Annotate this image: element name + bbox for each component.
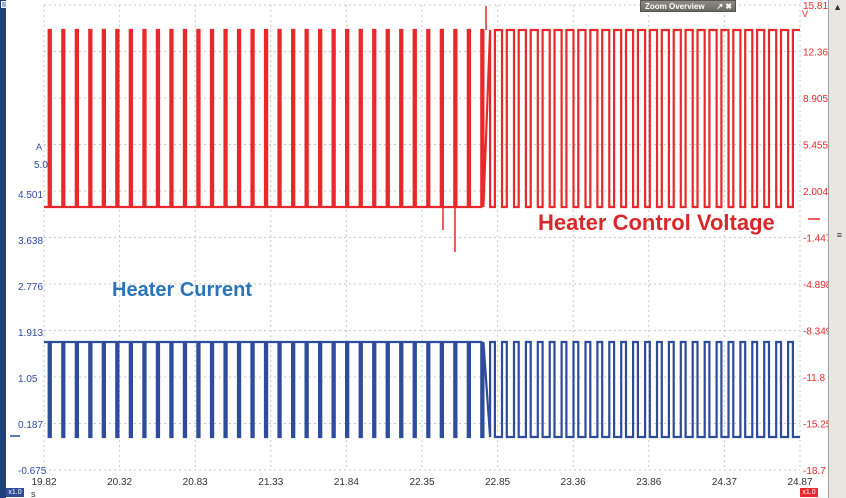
x-tick-label: 22.85 [485, 477, 510, 488]
right-tick-label: 5.455 [803, 141, 828, 152]
right-tick-label: -18.7 [803, 466, 826, 477]
right-tick-label: -8.349 [803, 327, 832, 338]
x-tick-label: 20.32 [107, 477, 132, 488]
right-tick-label: 2.004 [803, 187, 828, 198]
left-tick-label: 1.05 [18, 374, 38, 385]
series-line [44, 28, 800, 209]
x-tick-label: 21.84 [334, 477, 359, 488]
zoom-overview-panel[interactable]: Zoom Overview ↗ ✖ [640, 0, 736, 12]
left-tick-label: 3.638 [18, 236, 43, 247]
series-line [44, 340, 800, 439]
current-series-label: Heater Current [112, 279, 252, 301]
right-axis-unit: V [802, 9, 808, 19]
x-tick-labels: 19.82 20.32 20.83 21.33 21.84 22.35 22.85 23.36… [31, 477, 812, 488]
current-trace [44, 340, 800, 439]
left-tick-label: 5.0 [34, 160, 48, 171]
right-tick-label: -1.447 [803, 234, 832, 245]
right-tick-label: -11.8 [803, 373, 825, 384]
voltage-trace [44, 6, 800, 252]
left-axis-unit: A [36, 142, 42, 152]
left-tick-label: 2.776 [18, 282, 43, 293]
time-unit: s [31, 489, 36, 498]
left-tick-label: 4.501 [18, 190, 43, 201]
scroll-thumb-icon[interactable]: ≡ [836, 230, 842, 240]
x-tick-label: 24.37 [712, 477, 737, 488]
scroll-up-icon[interactable]: ▲ [833, 2, 842, 12]
right-tick-label: 15.81 [803, 1, 828, 12]
x-tick-label: 21.33 [258, 477, 283, 488]
left-tick-label: 1.913 [18, 328, 43, 339]
right-tick-label: -15.25 [803, 420, 832, 431]
voltage-series-label: Heater Control Voltage [538, 210, 775, 235]
right-scale-button[interactable]: x1.0 [800, 488, 818, 497]
x-tick-label: 20.83 [183, 477, 208, 488]
zoom-overview-title: Zoom Overview [645, 2, 705, 11]
x-tick-label: 23.86 [636, 477, 661, 488]
right-tick-label: 8.905 [803, 94, 828, 105]
right-tick-label: -4.898 [803, 280, 832, 291]
right-axis-tick-labels: 15.81 12.36 8.905 5.455 2.004 -1.447 -4.898 -8.… [803, 1, 832, 477]
left-axis-tick-labels: 5.0 4.501 3.638 2.776 1.913 1.05 0.187 -0.675 [18, 160, 48, 477]
left-tick-label: 0.187 [18, 420, 43, 431]
x-tick-label: 24.87 [787, 477, 812, 488]
left-tick-label: -0.675 [18, 466, 47, 477]
x-tick-label: 22.35 [409, 477, 434, 488]
left-frame [0, 0, 6, 498]
x-tick-label: 19.82 [31, 477, 56, 488]
x-tick-label: 23.36 [561, 477, 586, 488]
zoom-overview-controls[interactable]: ↗ ✖ [716, 2, 732, 11]
left-scale-button[interactable]: x1.0 [6, 488, 24, 497]
right-tick-label: 12.36 [803, 48, 828, 59]
right-scroll-panel[interactable]: ▲ ≡ [828, 0, 846, 498]
